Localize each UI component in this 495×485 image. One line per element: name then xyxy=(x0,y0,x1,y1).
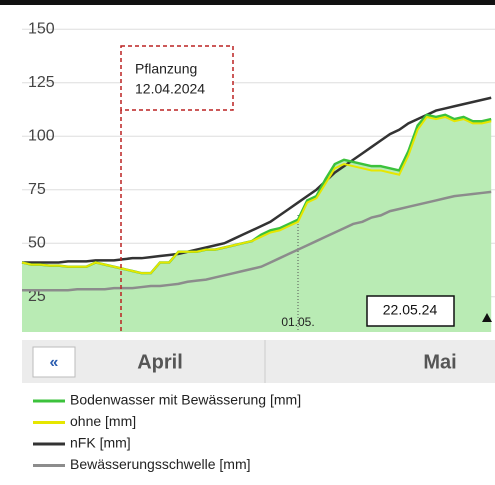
legend-label: ohne [mm] xyxy=(70,413,136,429)
date-box-text: 22.05.24 xyxy=(383,302,438,318)
series-line xyxy=(21,115,492,275)
y-tick-label: 100 xyxy=(28,127,55,144)
annotation-box xyxy=(120,45,234,111)
series-line xyxy=(22,190,492,292)
plot: 25 50 75 100 125 150 01.05. Pflanzung 12.04.2024… xyxy=(21,20,495,332)
legend-label: nFK [mm] xyxy=(70,435,131,451)
series-line xyxy=(22,96,492,264)
area-fill xyxy=(22,114,492,332)
y-tick-label: 150 xyxy=(28,20,55,37)
annotation-text: Pflanzung xyxy=(135,61,197,77)
back-button[interactable] xyxy=(32,346,76,378)
legend-label: Bewässerungsschwelle [mm] xyxy=(70,456,251,472)
y-tick-label: 25 xyxy=(28,288,46,305)
date-box xyxy=(366,295,455,327)
y-tick-label: 75 xyxy=(28,181,46,198)
date-marker xyxy=(482,313,492,322)
annotation-text: 12.04.2024 xyxy=(135,81,205,97)
y-tick-label: 50 xyxy=(28,234,46,251)
x-tick-label: 01.05. xyxy=(281,315,314,329)
y-tick-label: 125 xyxy=(28,74,55,91)
month-label: April xyxy=(137,351,183,373)
back-button-label[interactable]: « xyxy=(50,354,59,371)
top-border xyxy=(0,0,495,5)
legend-label: Bodenwasser mit Bewässerung [mm] xyxy=(70,392,301,408)
month-label: Mai xyxy=(423,351,456,373)
nav-bar xyxy=(22,340,495,383)
